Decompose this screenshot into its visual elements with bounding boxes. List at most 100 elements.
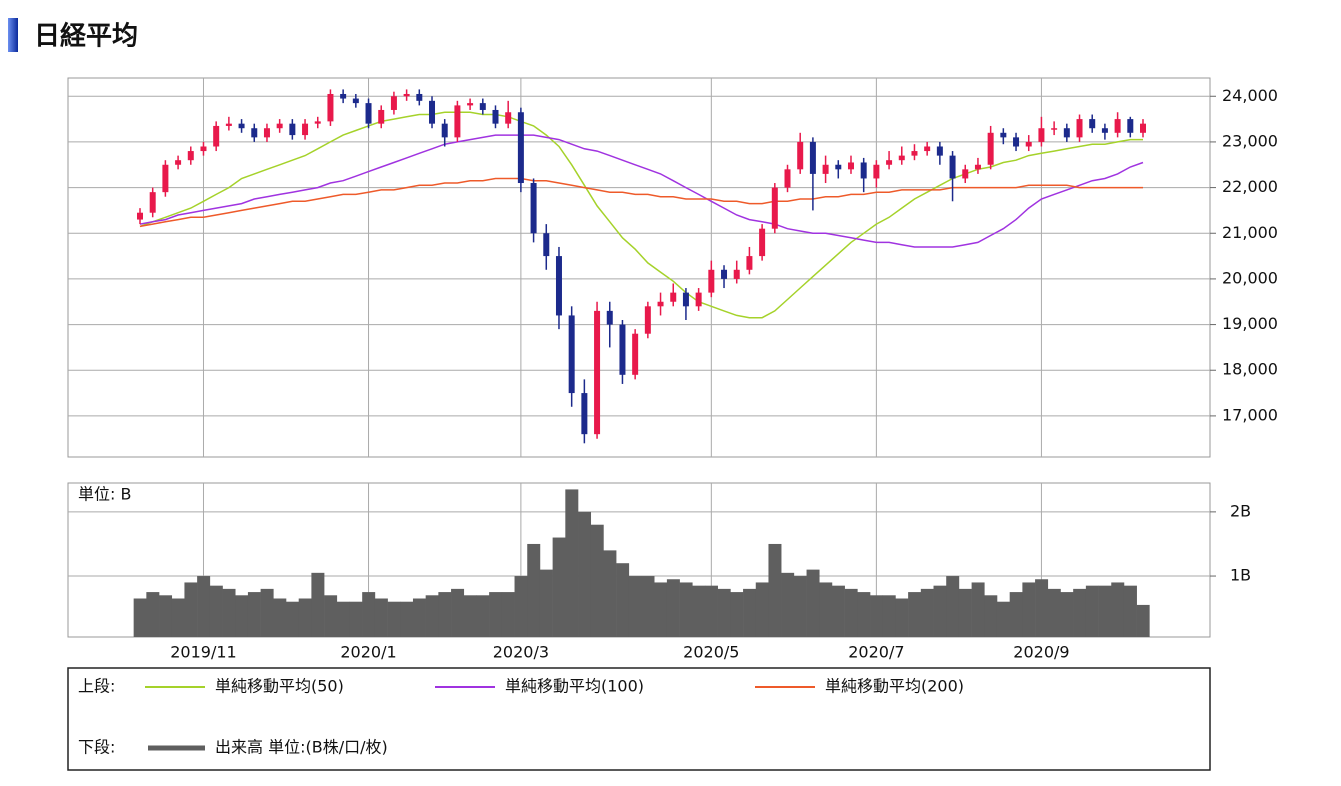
legend-label: 単純移動平均(50) — [215, 677, 344, 696]
candle-body — [733, 269, 740, 279]
candle-body — [314, 121, 321, 124]
volume-unit: 単位: B — [78, 485, 131, 504]
volume-bar — [412, 598, 426, 637]
candle-body — [974, 164, 981, 170]
candle-body — [175, 160, 182, 165]
y-tick-label: 20,000 — [1222, 268, 1278, 287]
volume-bar — [1060, 592, 1074, 637]
volume-bar — [298, 598, 312, 637]
volume-bar — [222, 588, 236, 637]
volume-bar — [552, 537, 566, 637]
x-tick-label: 2020/3 — [493, 643, 549, 662]
volume-bar — [755, 582, 769, 637]
volume-bar — [1111, 582, 1125, 637]
candle-body — [543, 233, 550, 257]
candle-body — [403, 93, 410, 97]
candle-body — [162, 164, 169, 193]
candle-body — [847, 162, 854, 170]
candle-body — [835, 164, 842, 170]
volume-bar — [1022, 582, 1036, 637]
candle-body — [594, 310, 601, 435]
volume-bar — [831, 585, 845, 637]
candle-body — [505, 112, 512, 124]
volume-bar — [349, 601, 363, 637]
y-tick-label: 2B — [1230, 501, 1251, 520]
volume-bar — [1047, 588, 1061, 637]
volume-bar — [870, 595, 884, 637]
legend-box — [67, 667, 1211, 771]
moving-average-line — [139, 134, 1144, 248]
volume-bar — [882, 595, 896, 637]
candle-body — [911, 151, 918, 156]
x-tick-label: 2020/5 — [683, 643, 739, 662]
candle-body — [670, 292, 677, 302]
volume-bar — [730, 592, 744, 637]
candle-body — [479, 103, 486, 110]
volume-bar — [895, 598, 909, 637]
candle-body — [632, 333, 639, 375]
candle-body — [441, 123, 448, 138]
candle-body — [340, 93, 347, 99]
volume-bar — [704, 585, 718, 637]
candle-body — [149, 192, 156, 213]
volume-bar — [425, 595, 439, 637]
candle-body — [949, 155, 956, 179]
legend-upper-label: 上段: — [78, 677, 115, 696]
volume-bar — [539, 569, 553, 637]
volume-bar — [387, 601, 401, 637]
volume-bar — [844, 588, 858, 637]
candle-body — [213, 125, 220, 147]
volume-bar — [793, 576, 807, 637]
volume-bar — [159, 595, 173, 637]
volume-bar — [958, 588, 972, 637]
volume-bar — [654, 582, 668, 637]
candle-body — [289, 123, 296, 136]
volume-bar — [1123, 585, 1137, 637]
volume-bar — [578, 511, 592, 637]
volume-bar — [933, 585, 947, 637]
x-tick-label: 2020/7 — [848, 643, 904, 662]
volume-bar — [247, 592, 261, 637]
volume-bar — [146, 592, 160, 637]
volume-bar — [908, 592, 922, 637]
volume-bar — [273, 598, 287, 637]
volume-bar — [324, 595, 338, 637]
volume-bar — [806, 569, 820, 637]
candle-body — [530, 183, 537, 234]
candle-body — [987, 132, 994, 165]
candle-body — [771, 187, 778, 229]
volume-bar — [857, 592, 871, 637]
candle-body — [200, 146, 207, 152]
volume-bar — [1136, 604, 1150, 637]
y-tick-label: 21,000 — [1222, 223, 1278, 242]
candle-body — [517, 112, 524, 184]
moving-average-line — [139, 177, 1143, 228]
volume-bar — [590, 524, 604, 637]
y-tick-label: 17,000 — [1222, 405, 1278, 424]
volume-bar — [489, 592, 503, 637]
volume-bar — [336, 601, 350, 637]
y-tick-label: 22,000 — [1222, 177, 1278, 196]
volume-bar — [476, 595, 490, 637]
candle-body — [809, 141, 816, 174]
candle-body — [1140, 123, 1146, 133]
volume-bar — [1073, 588, 1087, 637]
volume-bar — [628, 576, 642, 637]
volume-bar — [374, 598, 388, 637]
volume-bar — [1085, 585, 1099, 637]
volume-bar — [260, 588, 274, 637]
candle-body — [721, 269, 728, 279]
candle-body — [1076, 119, 1083, 138]
candle-body — [251, 128, 258, 138]
candle-body — [873, 164, 880, 179]
candle-body — [1038, 128, 1045, 142]
candle-body — [759, 228, 766, 257]
chart-title: 日経平均 — [34, 21, 138, 52]
candle-body — [225, 123, 232, 126]
candle-body — [1013, 137, 1020, 147]
candle-body — [263, 128, 270, 138]
candle-body — [695, 292, 702, 307]
volume-bar — [679, 582, 693, 637]
title-marker — [8, 18, 18, 52]
candle-body — [187, 151, 194, 161]
